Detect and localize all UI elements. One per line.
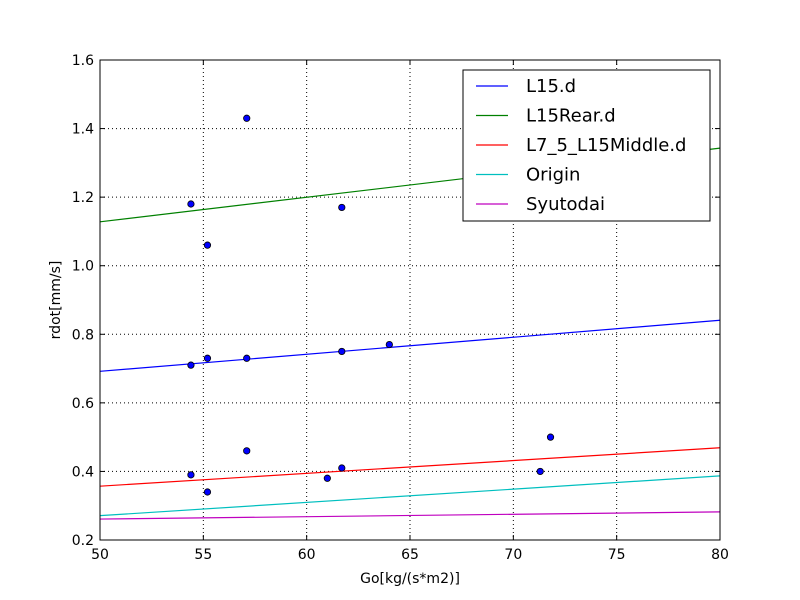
scatter-point <box>187 361 195 369</box>
scatter-point <box>546 433 555 441</box>
x-tick-label: 65 <box>401 547 419 563</box>
legend-label: L7_5_L15Middle.d <box>526 135 686 156</box>
scatter-point <box>338 203 346 212</box>
x-tick-label: 70 <box>504 547 522 563</box>
scatter-point <box>187 200 195 208</box>
y-tick-label: 1.4 <box>72 122 94 138</box>
scatter-point <box>203 241 212 249</box>
ticks <box>99 59 721 541</box>
series-line-1 <box>99 319 721 372</box>
y-axis-label: rdot[mm/s] <box>48 261 64 340</box>
legend-label: L15Rear.d <box>526 106 616 127</box>
legend-label: Syutodai <box>526 194 605 215</box>
y-tick-label: 0.4 <box>72 464 94 480</box>
x-tick-label: 75 <box>608 547 626 563</box>
scatter-point <box>203 354 212 362</box>
legend-label: Origin <box>526 165 580 186</box>
y-tick-label: 0.8 <box>72 327 94 343</box>
x-tick-labels: 50 55 60 65 70 75 80 <box>91 547 729 563</box>
scatter-point <box>243 447 251 455</box>
series-line-4 <box>99 475 721 517</box>
scatter-point <box>243 114 251 122</box>
legend: L15.d L15Rear.d L7_5_L15Middle.d Origin Syut… <box>462 69 711 222</box>
scatter-point <box>338 464 346 472</box>
scatter-points <box>187 114 555 496</box>
x-tick-label: 60 <box>298 547 316 563</box>
y-tick-label: 0.6 <box>72 396 94 412</box>
scatter-point <box>385 340 393 349</box>
x-tick-label: 50 <box>91 547 109 563</box>
legend-label: L15.d <box>526 76 576 97</box>
scatter-point <box>187 471 195 479</box>
series-line-3 <box>99 447 721 487</box>
y-tick-label: 1.0 <box>72 259 94 275</box>
scatter-point <box>536 467 544 476</box>
x-tick-label: 55 <box>194 547 212 563</box>
scatter-point <box>203 488 212 496</box>
series-line-5 <box>99 511 721 520</box>
y-tick-label: 1.2 <box>72 190 94 206</box>
y-tick-labels: 0.2 0.4 0.6 0.8 1.0 1.2 1.4 1.6 <box>72 53 94 549</box>
scatter-point <box>243 354 251 362</box>
x-tick-label: 80 <box>711 547 729 563</box>
scatter-point <box>338 347 346 356</box>
x-axis-label: Go[kg/(s*m2)] <box>360 571 460 587</box>
scatter-point <box>323 474 331 482</box>
y-tick-label: 1.6 <box>72 53 94 69</box>
y-tick-label: 0.2 <box>72 533 94 549</box>
